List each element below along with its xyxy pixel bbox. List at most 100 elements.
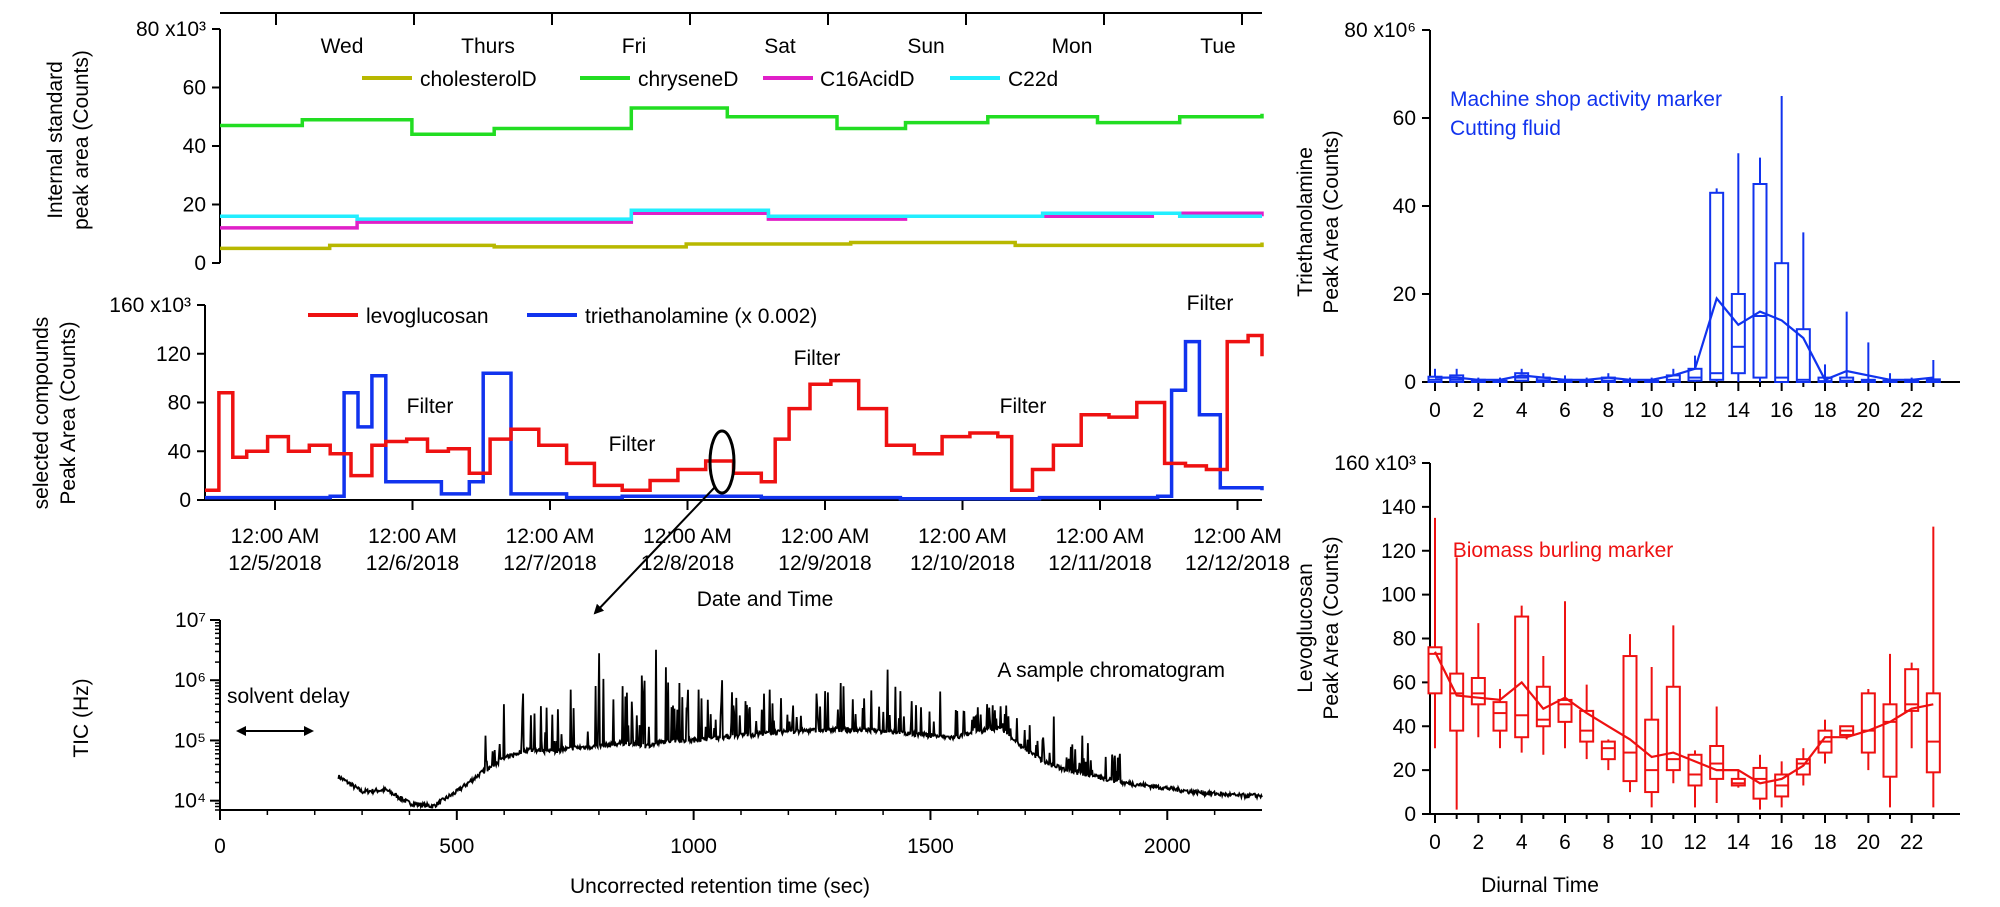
levo-y-tick-label: 40 — [1393, 715, 1416, 738]
tic-x-tick-label: 0 — [214, 835, 226, 858]
internal-y-tick-label: 80 x10³ — [136, 18, 206, 41]
selected-ylabel-line1: selected compounds — [30, 317, 53, 510]
selected-x-tick-time: 12:00 AM — [918, 525, 1007, 548]
tea-box — [1730, 293, 1746, 375]
levo-box — [1925, 692, 1941, 774]
levo-box — [1665, 685, 1681, 772]
tea-x-tick-label: 2 — [1472, 399, 1484, 422]
tic-x-tick-label: 500 — [439, 835, 474, 858]
tic-x-tick-label: 1000 — [670, 835, 717, 858]
selected-x-tick-date: 12/10/2018 — [910, 552, 1015, 575]
series-line-cholesterolD — [220, 240, 1264, 251]
day-label-fri: Fri — [622, 35, 647, 58]
selected-x-tick-date: 12/6/2018 — [366, 552, 459, 575]
biomass-annotation: Biomass burling marker — [1453, 539, 1674, 562]
levo-y-tick-label: 160 x10³ — [1334, 452, 1416, 475]
tea-x-tick-label: 8 — [1602, 399, 1614, 422]
zoom-arrow — [593, 486, 716, 615]
levo-box — [1492, 701, 1508, 732]
tea-x-tick-label: 16 — [1770, 399, 1793, 422]
internal-y-tick-label: 40 — [183, 135, 206, 158]
levo-box — [1709, 744, 1725, 780]
tea-ylabel-line1: Triethanolamine — [1294, 147, 1317, 297]
levo-xlabel: Diurnal Time — [1481, 874, 1599, 897]
tea-x-tick-label: 12 — [1683, 399, 1706, 422]
levo-y-tick-label: 100 — [1381, 584, 1416, 607]
tic-xlabel: Uncorrected retention time (sec) — [570, 875, 870, 898]
levo-y-tick-label: 0 — [1404, 803, 1416, 826]
internal-standard-panel: Wed Thurs Fri Sat Sun Mon Tue 0 20 40 60 80 x10³ ch… — [44, 12, 1264, 275]
selected-xlabel: Date and Time — [697, 588, 834, 611]
internal-y-tick-label: 60 — [183, 77, 206, 100]
selected-x-tick-time: 12:00 AM — [368, 525, 457, 548]
day-label-sat: Sat — [764, 35, 796, 58]
tic-y-tick-label: 10⁵ — [174, 729, 206, 752]
levo-box — [1514, 615, 1530, 739]
internal-ylabel-line1: Internal standard — [44, 61, 67, 219]
selected-x-tick-date: 12/8/2018 — [641, 552, 734, 575]
legend-label-C16AcidD: C16AcidD — [820, 68, 915, 91]
levo-x-tick-label: 2 — [1472, 831, 1484, 854]
levo-box — [1557, 698, 1573, 723]
levo-x-tick-label: 6 — [1559, 831, 1571, 854]
legend-label-C22d: C22d — [1008, 68, 1058, 91]
tic-x-tick-label: 1500 — [907, 835, 954, 858]
selected-x-tick-time: 12:00 AM — [506, 525, 595, 548]
levo-x-tick-label: 22 — [1900, 831, 1923, 854]
tea-box — [1709, 191, 1725, 381]
selected-legend: levoglucosan triethanolamine (x 0.002) — [308, 305, 817, 328]
selected-x-tick-date: 12/11/2018 — [1048, 552, 1152, 575]
levo-box — [1600, 740, 1616, 761]
legend-label-chryseneD: chryseneD — [638, 68, 738, 91]
solvent-delay-annotation: solvent delay — [227, 685, 350, 708]
tea-x-tick-label: 0 — [1429, 399, 1441, 422]
sample-chromatogram-annotation: A sample chromatogram — [997, 659, 1225, 682]
levoglucosan-diurnal-panel: 0 20 40 60 80 100 120 140 160 x10³ 0 2 4 6 8 10 12 14 16 1… — [1294, 452, 1960, 897]
series-line-chryseneD — [220, 106, 1264, 137]
tic-panel: 10⁴ 10⁵ 10⁶ 10⁷ 0 500 1000 1500 2000 solvent del… — [70, 609, 1263, 898]
levo-box — [1449, 672, 1465, 732]
day-label-thurs: Thurs — [461, 35, 515, 58]
selected-x-tick-time: 12:00 AM — [231, 525, 320, 548]
levo-box — [1904, 668, 1920, 712]
tea-x-tick-label: 6 — [1559, 399, 1571, 422]
selected-y-tick-label: 40 — [168, 440, 191, 463]
tea-x-tick-label: 14 — [1727, 399, 1751, 422]
highlight-ellipse — [708, 429, 736, 495]
levo-ylabel-line2: Peak Area (Counts) — [1320, 536, 1343, 719]
levo-box — [1730, 777, 1746, 787]
selected-y-tick-label: 80 — [168, 392, 191, 415]
day-label-mon: Mon — [1052, 35, 1093, 58]
selected-ylabel-line2: Peak Area (Counts) — [57, 321, 80, 504]
selected-y-tick-label: 160 x10³ — [109, 294, 191, 317]
tea-y-tick-label: 0 — [1404, 371, 1416, 394]
levo-x-tick-label: 10 — [1640, 831, 1663, 854]
selected-x-tick-time: 12:00 AM — [643, 525, 732, 548]
levo-x-tick-label: 0 — [1429, 831, 1441, 854]
levo-x-tick-label: 8 — [1602, 831, 1614, 854]
day-label-sun: Sun — [907, 35, 944, 58]
selected-x-tick-time: 12:00 AM — [1193, 525, 1282, 548]
legend-label-triethanolamine: triethanolamine (x 0.002) — [585, 305, 817, 328]
levo-box — [1882, 703, 1898, 778]
levo-box — [1622, 655, 1638, 783]
legend-label-levoglucosan: levoglucosan — [366, 305, 489, 328]
tea-y-tick-label: 60 — [1393, 107, 1416, 130]
levo-x-tick-label: 14 — [1727, 831, 1751, 854]
levo-y-tick-label: 20 — [1393, 759, 1416, 782]
machine-shop-annotation: Machine shop activity marker — [1450, 88, 1722, 111]
selected-x-tick-time: 12:00 AM — [1056, 525, 1145, 548]
levo-y-tick-label: 60 — [1393, 671, 1416, 694]
tea-box — [1752, 183, 1768, 379]
levo-box — [1470, 676, 1486, 706]
selected-compounds-panel: 0 40 80 120 160 x10³ 12:00 AM 12/5/2018 12:00 A… — [30, 292, 1290, 615]
tea-y-tick-label: 40 — [1393, 195, 1416, 218]
selected-x-tick-date: 12/7/2018 — [503, 552, 596, 575]
filter-annotation-4: Filter — [1000, 395, 1047, 418]
levo-x-tick-label: 18 — [1813, 831, 1836, 854]
tea-x-tick-label: 10 — [1640, 399, 1663, 422]
tea-x-tick-label: 20 — [1857, 399, 1880, 422]
levo-y-tick-label: 80 — [1393, 628, 1416, 651]
levo-box — [1579, 709, 1595, 743]
internal-y-tick-label: 0 — [194, 252, 206, 275]
